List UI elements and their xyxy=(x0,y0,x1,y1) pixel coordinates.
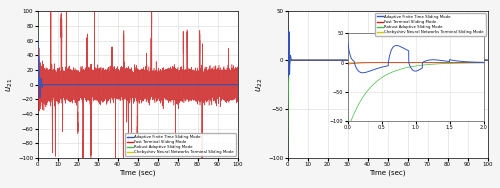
Legend: Adaptive Finite Time Sliding Mode, Fast Terminal Sliding Mode, Robust Adaptive S: Adaptive Finite Time Sliding Mode, Fast … xyxy=(126,133,236,156)
X-axis label: Time (sec): Time (sec) xyxy=(369,170,406,176)
Y-axis label: $u_{22}$: $u_{22}$ xyxy=(255,77,266,92)
Legend: Adaptive Finite Time Sliding Mode, Fast Terminal Sliding Mode, Robust Adaptive S: Adaptive Finite Time Sliding Mode, Fast … xyxy=(376,13,486,36)
Y-axis label: $u_{21}$: $u_{21}$ xyxy=(5,77,15,92)
X-axis label: Time (sec): Time (sec) xyxy=(120,170,156,176)
